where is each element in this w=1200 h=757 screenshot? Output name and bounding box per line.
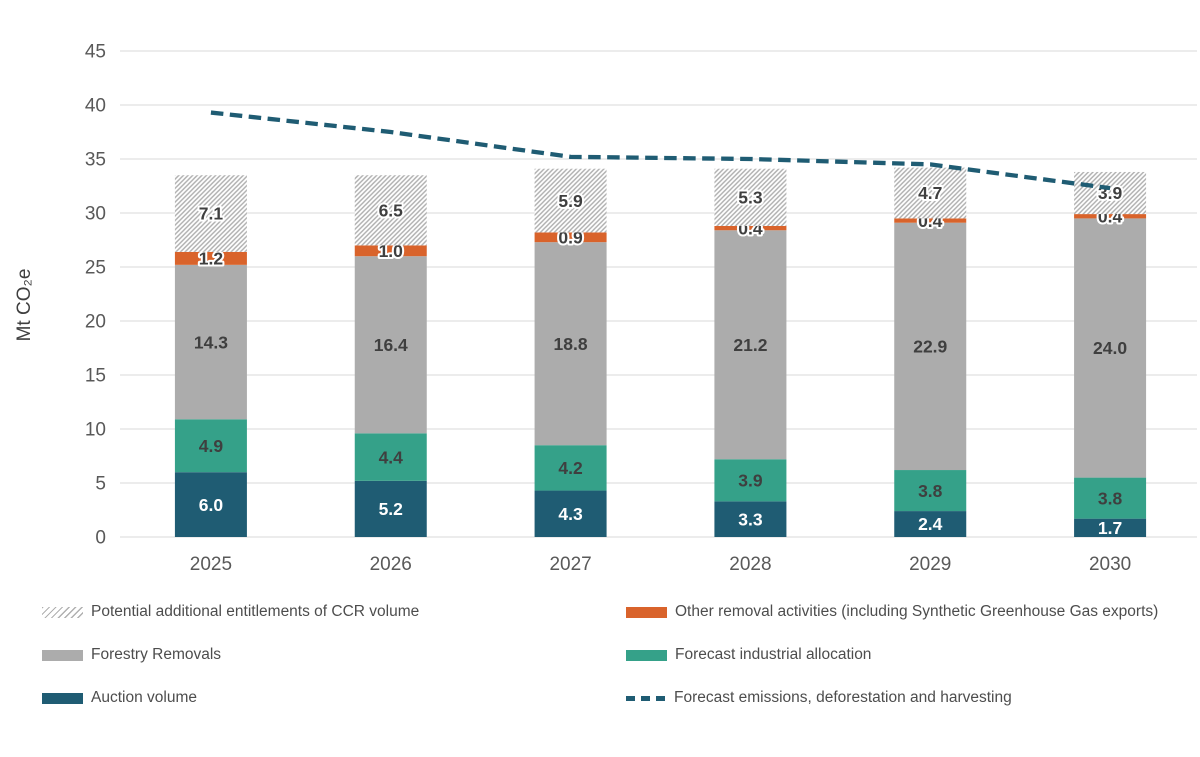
hatch-swatch-icon xyxy=(42,606,83,618)
svg-text:30: 30 xyxy=(85,204,106,225)
stacked-bar-chart: 0 5 10 15 20 25 30 35 40 45 Mt CO₂e 6.0 4.9 14.3 1.2 7.… xyxy=(14,42,1197,575)
svg-text:6.0: 6.0 xyxy=(199,495,224,515)
legend-label-forecast-emissions-line: Forecast emissions, deforestation and ha… xyxy=(674,689,1012,706)
legend-label-industrial-allocation: Forecast industrial allocation xyxy=(675,646,872,663)
legend-item-forecast-emissions-line: Forecast emissions, deforestation and ha… xyxy=(626,688,1012,708)
legend-label-auction-volume: Auction volume xyxy=(91,689,197,706)
svg-text:10: 10 xyxy=(85,420,106,441)
svg-text:5.9: 5.9 xyxy=(558,191,583,211)
svg-text:5.2: 5.2 xyxy=(379,499,404,519)
svg-text:25: 25 xyxy=(85,258,106,279)
svg-text:4.9: 4.9 xyxy=(199,436,224,456)
svg-text:2026: 2026 xyxy=(370,554,412,575)
svg-text:5.3: 5.3 xyxy=(738,188,763,208)
svg-text:4.3: 4.3 xyxy=(558,504,583,524)
legend-label-forestry-removals: Forestry Removals xyxy=(91,646,222,663)
svg-text:35: 35 xyxy=(85,150,106,171)
gray-swatch-icon xyxy=(42,649,83,661)
svg-text:18.8: 18.8 xyxy=(554,334,588,354)
legend-item-ccr-volume: Potential additional entitlements of CCR… xyxy=(42,602,419,622)
svg-text:2028: 2028 xyxy=(729,554,771,575)
svg-text:20: 20 xyxy=(85,312,106,333)
svg-text:6.5: 6.5 xyxy=(379,201,404,221)
svg-text:3.8: 3.8 xyxy=(918,481,943,501)
svg-text:15: 15 xyxy=(85,366,106,387)
legend-label-ccr-volume: Potential additional entitlements of CCR… xyxy=(91,603,420,620)
svg-text:2029: 2029 xyxy=(909,554,951,575)
svg-text:2025: 2025 xyxy=(190,554,232,575)
svg-text:24.0: 24.0 xyxy=(1093,338,1127,358)
svg-text:16.4: 16.4 xyxy=(374,335,408,355)
legend-item-industrial-allocation: Forecast industrial allocation xyxy=(626,645,871,665)
svg-text:2027: 2027 xyxy=(549,554,591,575)
svg-text:4.2: 4.2 xyxy=(558,458,583,478)
svg-text:21.2: 21.2 xyxy=(733,335,767,355)
dashed-line-swatch-icon xyxy=(626,695,666,701)
legend-item-other-removal-activities: Other removal activities (including Synt… xyxy=(626,602,1158,622)
svg-text:3.8: 3.8 xyxy=(1098,488,1123,508)
svg-text:1.7: 1.7 xyxy=(1098,518,1122,538)
svg-text:4.4: 4.4 xyxy=(379,447,404,467)
svg-text:5: 5 xyxy=(95,474,106,495)
orange-swatch-icon xyxy=(626,606,667,618)
svg-text:2030: 2030 xyxy=(1089,554,1131,575)
svg-text:0: 0 xyxy=(95,528,106,549)
svg-text:40: 40 xyxy=(85,96,106,117)
teal-swatch-icon xyxy=(42,692,83,704)
svg-text:2.4: 2.4 xyxy=(918,514,943,534)
legend-item-auction-volume: Auction volume xyxy=(42,688,197,708)
svg-text:Mt CO₂e: Mt CO₂e xyxy=(14,269,35,342)
svg-text:22.9: 22.9 xyxy=(913,337,947,357)
svg-text:45: 45 xyxy=(85,42,106,63)
svg-text:14.3: 14.3 xyxy=(194,332,228,352)
legend-item-forestry-removals: Forestry Removals xyxy=(42,645,221,665)
legend-label-other-removal-activities: Other removal activities (including Synt… xyxy=(675,603,1159,620)
svg-text:7.1: 7.1 xyxy=(199,204,224,224)
svg-text:3.9: 3.9 xyxy=(738,471,763,491)
green-swatch-icon xyxy=(626,649,667,661)
svg-text:4.7: 4.7 xyxy=(918,183,942,203)
svg-text:3.3: 3.3 xyxy=(738,509,763,529)
